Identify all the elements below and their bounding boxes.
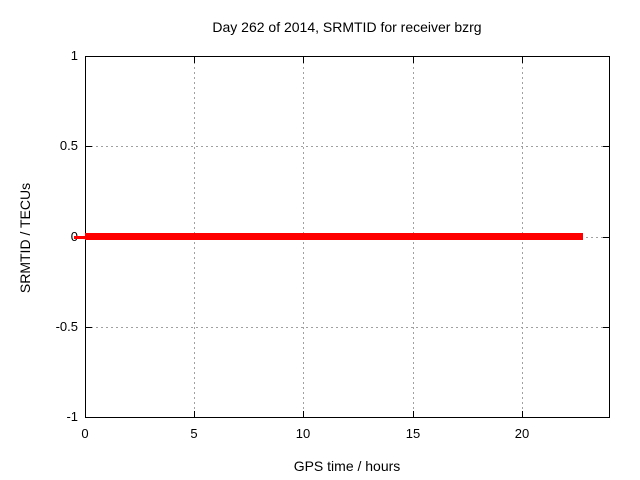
x-tick-label: 20 — [514, 426, 530, 441]
y-tick-label: 1 — [70, 48, 78, 63]
x-tick-mark-top — [522, 57, 523, 63]
y-tick-mark-left — [86, 56, 92, 57]
y-tick-label: -0.5 — [55, 319, 78, 334]
x-tick-mark-top — [85, 57, 86, 63]
x-tick-label: 15 — [405, 426, 421, 441]
y-tick-label: -1 — [66, 409, 78, 424]
x-tick-mark-bottom — [85, 411, 86, 417]
x-tick-label: 5 — [190, 426, 198, 441]
x-tick-mark-top — [413, 57, 414, 63]
y-tick-mark-right — [603, 417, 609, 418]
y-tick-mark-right — [603, 327, 609, 328]
y-tick-mark-left — [86, 146, 92, 147]
series-data-line — [85, 233, 583, 240]
x-tick-mark-bottom — [303, 411, 304, 417]
y-tick-mark-left — [86, 327, 92, 328]
x-tick-mark-bottom — [194, 411, 195, 417]
x-tick-label: 0 — [81, 426, 89, 441]
x-tick-mark-top — [303, 57, 304, 63]
y-tick-mark-right — [603, 56, 609, 57]
y-tick-label: 0.5 — [59, 138, 78, 153]
y-tick-mark-left — [86, 417, 92, 418]
y-tick-mark-right — [603, 237, 609, 238]
x-tick-label: 10 — [295, 426, 311, 441]
y-tick-mark-right — [603, 146, 609, 147]
chart-title: Day 262 of 2014, SRMTID for receiver bzr… — [212, 19, 482, 35]
x-tick-mark-bottom — [413, 411, 414, 417]
x-tick-mark-bottom — [522, 411, 523, 417]
x-tick-mark-top — [194, 57, 195, 63]
y-gridline — [86, 146, 608, 147]
x-axis-title: GPS time / hours — [293, 458, 401, 474]
y-gridline — [86, 327, 608, 328]
series-start-cap — [74, 236, 85, 239]
y-tick-label: 0 — [0, 229, 78, 245]
